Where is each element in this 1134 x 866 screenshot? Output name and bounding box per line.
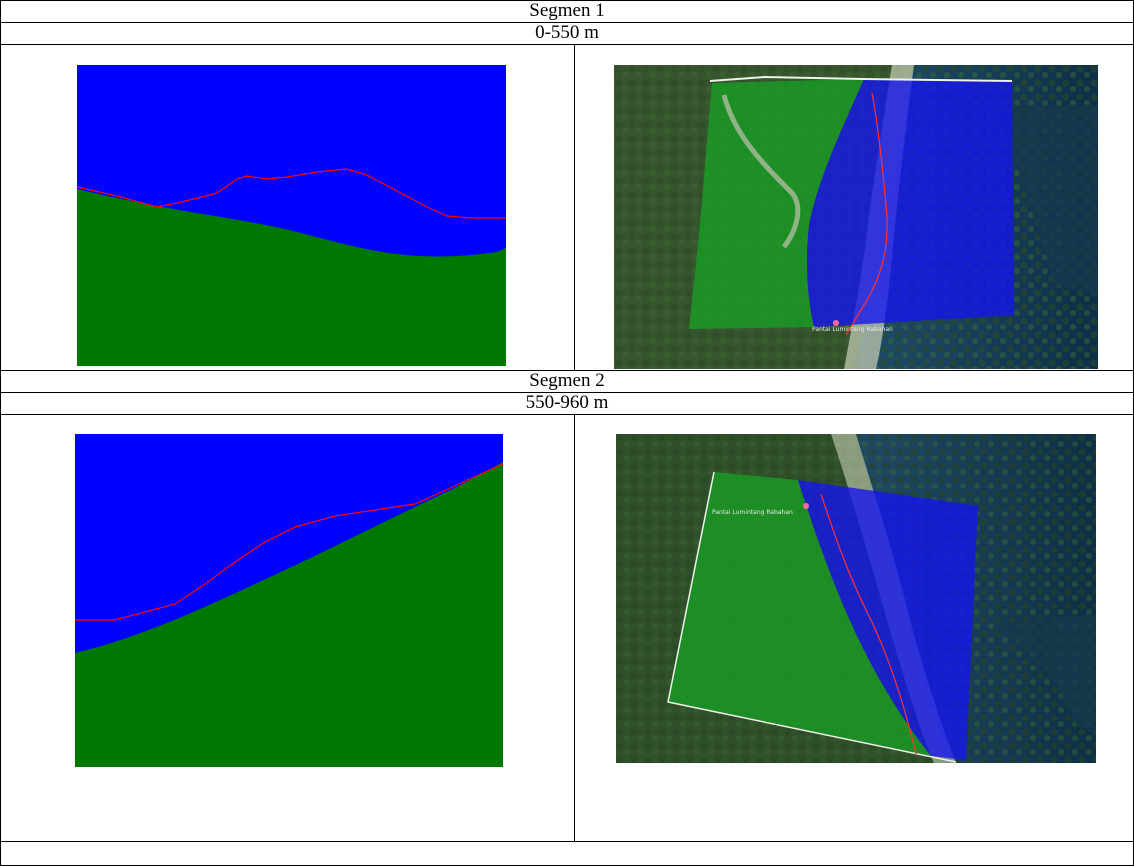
profile-red-line <box>75 463 503 621</box>
reef-area <box>994 105 1098 295</box>
row-divider <box>0 370 1134 371</box>
table-border-left <box>0 0 1 866</box>
segment-2-satellite-image: Pantai Lumintang Rabahan <box>616 434 1096 763</box>
reef-area <box>996 614 1096 734</box>
map-land-overlay <box>689 79 864 329</box>
column-divider <box>574 414 575 841</box>
segment-1-title: Segmen 1 <box>529 0 605 21</box>
map-place-label: Pantai Lumintang Rabahan <box>812 326 893 333</box>
location-pin-icon <box>803 503 809 509</box>
map-land-overlay <box>668 472 931 756</box>
map-red-line <box>820 493 917 755</box>
row-divider <box>0 392 1134 393</box>
segment-2-title: Segmen 2 <box>529 370 605 391</box>
row-divider <box>0 841 1134 842</box>
segment-1-satellite-image: Pantai Lumintang Rabahan <box>614 65 1098 369</box>
segment-boundary-line <box>667 471 957 763</box>
row-divider <box>0 22 1134 23</box>
profile-red-line <box>77 168 506 219</box>
map-water-overlay <box>806 79 1014 327</box>
row-divider <box>0 44 1134 45</box>
map-place-label: Pantai Lumintang Rabahan <box>712 509 793 516</box>
map-water-overlay <box>798 480 978 760</box>
segment-1-profile-image <box>77 65 506 366</box>
table-border-top <box>0 0 1134 1</box>
column-divider <box>574 44 575 370</box>
segment-1-range: 0-550 m <box>535 22 599 43</box>
segment-2-range: 550-960 m <box>525 392 609 413</box>
location-pin-icon <box>833 320 839 326</box>
row-divider <box>0 414 1134 415</box>
profile-land-area <box>75 462 503 767</box>
segment-boundary-line <box>709 75 1013 82</box>
trail-path <box>721 94 801 249</box>
map-red-line <box>845 92 888 336</box>
profile-land-area <box>77 189 506 366</box>
segment-2-profile-image <box>75 434 503 767</box>
